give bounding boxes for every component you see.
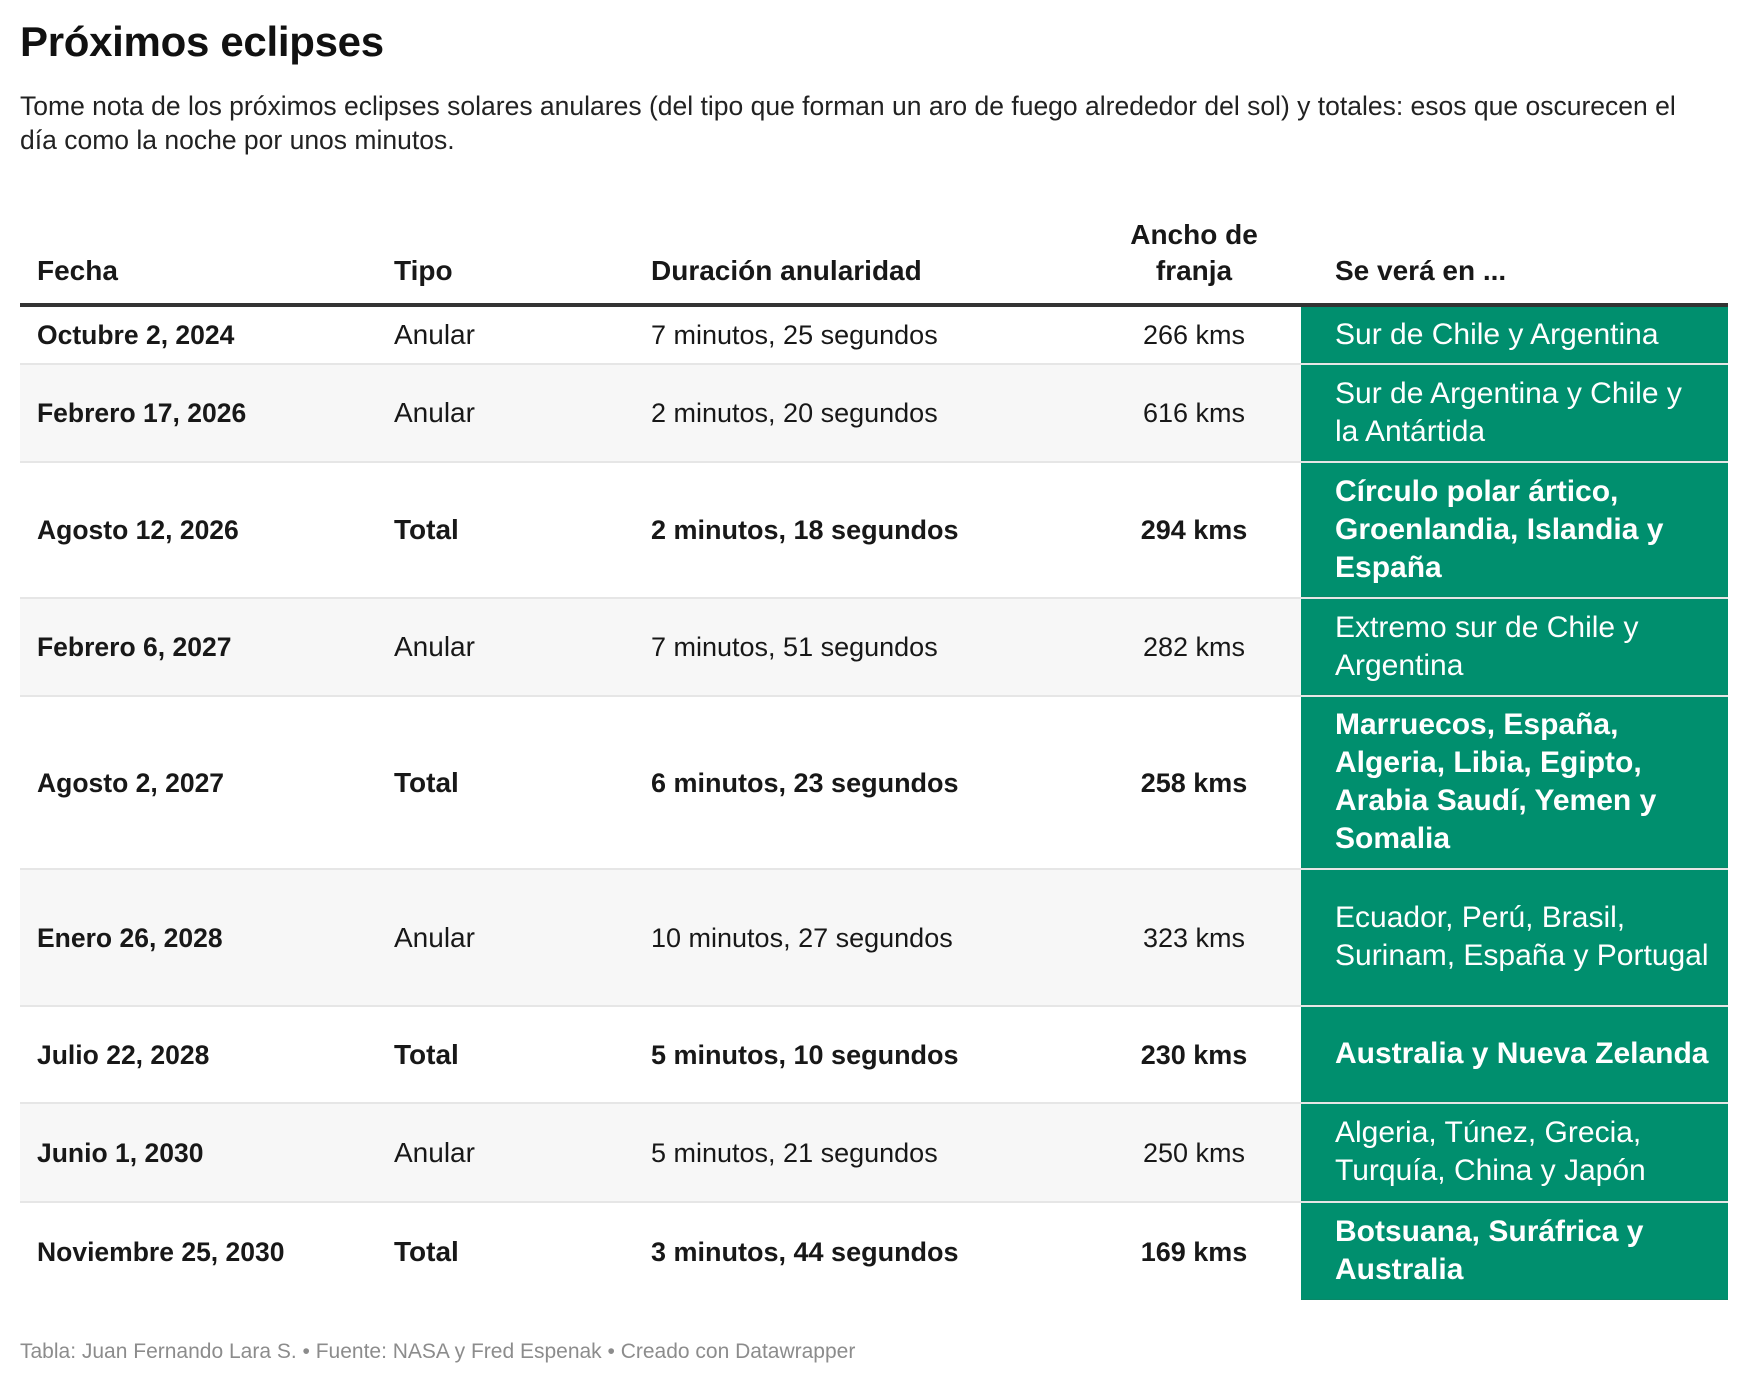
- cell-duracion: 5 minutos, 21 segundos: [651, 1137, 938, 1168]
- column-header-fecha[interactable]: Fecha: [37, 255, 118, 286]
- cell-ancho: 323 kms: [1142, 922, 1246, 953]
- cell-ancho: 169 kms: [1140, 1236, 1248, 1267]
- cell-fecha: Noviembre 25, 2030: [37, 1236, 285, 1267]
- table-row: Febrero 6, 2027 Anular 7 minutos, 51 segun…: [20, 599, 1728, 697]
- cell-ancho: 616 kms: [1142, 398, 1246, 428]
- page-title: Próximos eclipses: [20, 18, 384, 65]
- table-row: Noviembre 25, 2030 Total 3 minutos, 44 seg…: [20, 1203, 1728, 1300]
- cell-lugar: Extremo sur de Chile y Argentina: [1301, 599, 1728, 695]
- cell-duracion: 5 minutos, 10 segundos: [651, 1039, 959, 1070]
- column-header-tipo[interactable]: Tipo: [394, 255, 453, 286]
- cell-tipo: Total: [394, 1038, 459, 1070]
- column-header-ancho-line2: franja: [1155, 255, 1233, 286]
- cell-tipo: Anular: [394, 1136, 475, 1168]
- cell-duracion: 7 minutos, 25 segundos: [651, 320, 938, 350]
- cell-duracion: 7 minutos, 51 segundos: [651, 632, 938, 662]
- cell-tipo: Total: [394, 766, 459, 798]
- table-row: Julio 22, 2028 Total 5 minutos, 10 segundo…: [20, 1007, 1728, 1104]
- cell-lugar: Sur de Argentina y Chile y la Antártida: [1301, 365, 1728, 461]
- cell-ancho: 294 kms: [1140, 515, 1248, 545]
- cell-ancho: 282 kms: [1142, 632, 1246, 662]
- cell-lugar: Ecuador, Perú, Brasil, Surinam, España y…: [1301, 870, 1728, 1005]
- cell-duracion: 2 minutos, 18 segundos: [651, 515, 959, 545]
- cell-fecha: Agosto 2, 2027: [37, 767, 225, 798]
- cell-fecha: Octubre 2, 2024: [37, 320, 235, 350]
- table-row: Junio 1, 2030 Anular 5 minutos, 21 segundo…: [20, 1104, 1728, 1203]
- table-row: Octubre 2, 2024 Anular 7 minutos, 25 segun…: [20, 307, 1728, 365]
- cell-tipo: Total: [394, 514, 459, 545]
- column-header-ancho-line1: Ancho de: [1130, 219, 1258, 250]
- table-row: Agosto 2, 2027 Total 6 minutos, 23 segundo…: [20, 697, 1728, 870]
- cell-fecha: Febrero 17, 2026: [37, 398, 247, 428]
- cell-lugar: Australia y Nueva Zelanda: [1301, 1007, 1728, 1102]
- cell-lugar: Círculo polar ártico, Groenlandia, Islan…: [1301, 463, 1728, 597]
- table-row: Agosto 12, 2026 Total 2 minutos, 18 segund…: [20, 463, 1728, 599]
- cell-fecha: Febrero 6, 2027: [37, 632, 232, 662]
- cell-fecha: Junio 1, 2030: [37, 1137, 204, 1168]
- cell-duracion: 2 minutos, 20 segundos: [651, 398, 938, 428]
- cell-fecha: Julio 22, 2028: [37, 1039, 210, 1070]
- column-header-ancho[interactable]: Ancho de franja: [1100, 217, 1288, 289]
- cell-tipo: Anular: [394, 631, 475, 662]
- cell-lugar: Marruecos, España, Algeria, Libia, Egipt…: [1301, 697, 1728, 868]
- column-header-duracion[interactable]: Duración anularidad: [651, 255, 922, 286]
- cell-lugar: Sur de Chile y Argentina: [1301, 307, 1728, 363]
- page-subtitle: Tome nota de los próximos eclipses solar…: [20, 91, 1676, 155]
- cell-tipo: Anular: [394, 397, 475, 428]
- cell-duracion: 10 minutos, 27 segundos: [651, 922, 953, 953]
- table-row: Febrero 17, 2026 Anular 2 minutos, 20 segu…: [20, 365, 1728, 463]
- cell-ancho: 230 kms: [1140, 1039, 1248, 1070]
- cell-tipo: Anular: [394, 319, 475, 350]
- cell-tipo: Total: [394, 1235, 459, 1267]
- footer-credits: Tabla: Juan Fernando Lara S. • Fuente: N…: [20, 1340, 856, 1363]
- cell-lugar: Algeria, Túnez, Grecia, Turquía, China y…: [1301, 1104, 1728, 1201]
- cell-fecha: Agosto 12, 2026: [37, 515, 239, 545]
- cell-duracion: 3 minutos, 44 segundos: [651, 1236, 959, 1267]
- cell-ancho: 258 kms: [1140, 767, 1248, 798]
- cell-duracion: 6 minutos, 23 segundos: [651, 767, 959, 798]
- cell-lugar: Botsuana, Suráfrica y Australia: [1301, 1203, 1728, 1300]
- cell-fecha: Enero 26, 2028: [37, 922, 223, 953]
- cell-tipo: Anular: [394, 921, 475, 953]
- column-header-lugar[interactable]: Se verá en ...: [1335, 255, 1507, 286]
- table-header: Fecha Tipo Duración anularidad Ancho de …: [20, 210, 1728, 307]
- cell-ancho: 266 kms: [1142, 320, 1246, 350]
- table-row: Enero 26, 2028 Anular 10 minutos, 27 segun…: [20, 870, 1728, 1007]
- cell-ancho: 250 kms: [1142, 1137, 1246, 1168]
